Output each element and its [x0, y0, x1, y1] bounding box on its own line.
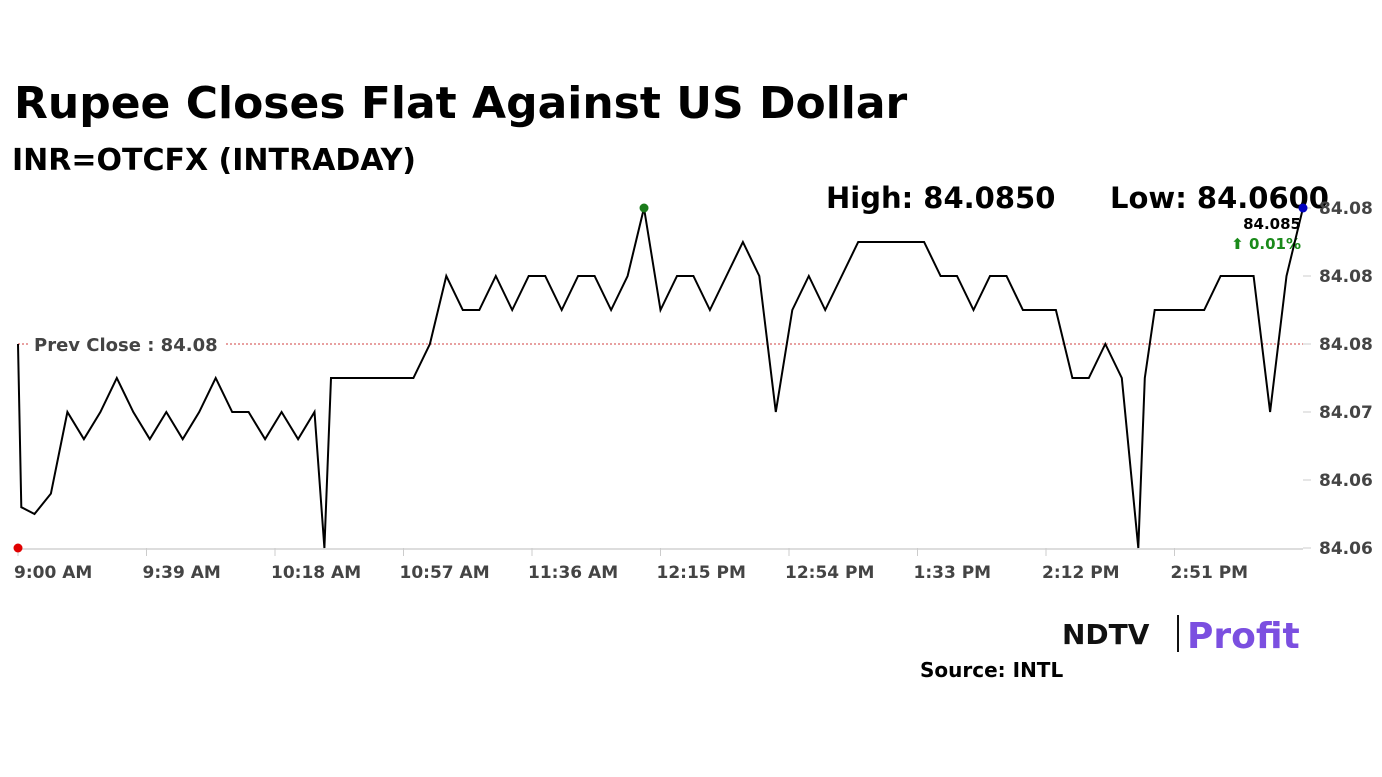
marker — [13, 543, 23, 553]
y-tick-label: 84.08 — [1319, 335, 1373, 355]
chart-title: Rupee Closes Flat Against US Dollar — [14, 78, 908, 129]
marker — [639, 203, 649, 213]
x-tick-label: 10:57 AM — [400, 563, 490, 583]
marker — [1298, 203, 1308, 213]
brand: NDTV — [1062, 618, 1150, 651]
y-tick-label: 84.08 — [1319, 267, 1373, 287]
x-tick-label: 12:15 PM — [657, 563, 746, 583]
high-label: High: 84.0850 — [826, 181, 1055, 215]
y-tick-label: 84.06 — [1319, 471, 1373, 491]
x-tick-label: 11:36 AM — [528, 563, 618, 583]
x-tick-label: 2:51 PM — [1171, 563, 1249, 583]
brand-product: Profit — [1187, 616, 1300, 657]
source: Source: INTL — [920, 658, 1063, 682]
x-tick-label: 2:12 PM — [1042, 563, 1120, 583]
last-label: 84.085 — [1243, 215, 1301, 233]
x-tick-label: 9:39 AM — [143, 563, 221, 583]
x-tick-label: 9:00 AM — [14, 563, 92, 583]
chart-subtitle: INR=OTCFX (INTRADAY) — [12, 143, 416, 178]
prev-close-label: Prev Close : 84.08 — [34, 335, 218, 356]
y-tick-label: 84.08 — [1319, 199, 1373, 219]
x-tick-label: 12:54 PM — [785, 563, 874, 583]
change-label: ⬆ 0.01% — [1231, 235, 1301, 253]
plot-area: 84.08 84.08 84.08 84.07 84.06 84.06 9:00 AM 9:3… — [13, 199, 1373, 583]
prev-close-bg — [28, 331, 224, 355]
y-tick-label: 84.07 — [1319, 403, 1373, 423]
x-tick-label: 1:33 PM — [914, 563, 992, 583]
low-label: Low: 84.0600 — [1110, 181, 1329, 215]
x-tick-label: 10:18 AM — [271, 563, 361, 583]
price-line — [17, 207, 1304, 549]
y-tick-label: 84.06 — [1319, 539, 1373, 559]
